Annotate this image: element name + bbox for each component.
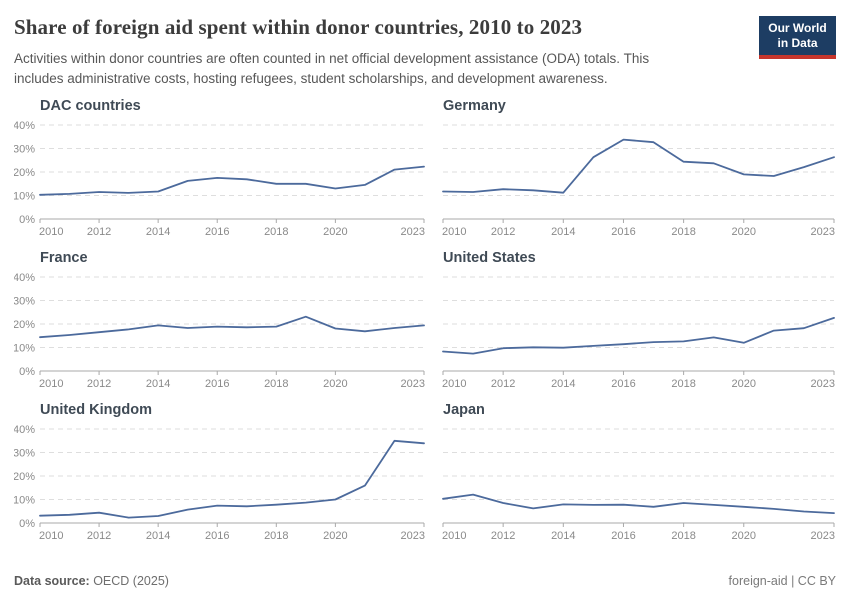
- line-chart-japan: 2010 2012 2014 2016 2018 2020 2023: [442, 428, 835, 542]
- panel-title-france: France: [40, 249, 88, 266]
- panel-france: France 2010 2012 2014 2016 2018 2020 2023 0% 10%…: [14, 250, 426, 391]
- svg-text:2010: 2010: [39, 226, 63, 238]
- data-source: Data source: OECD (2025): [14, 574, 169, 588]
- svg-text:2010: 2010: [39, 530, 63, 542]
- owid-logo-line2: in Data: [777, 36, 818, 50]
- svg-text:2014: 2014: [551, 378, 575, 390]
- svg-text:2018: 2018: [264, 530, 288, 542]
- svg-text:2014: 2014: [146, 378, 170, 390]
- svg-text:2012: 2012: [87, 530, 111, 542]
- panel-dac-countries: DAC countries 2010 2012 2014 2016 2018 2020 20…: [14, 98, 426, 239]
- panel-title-germany: Germany: [443, 97, 506, 114]
- svg-text:2014: 2014: [551, 530, 575, 542]
- svg-text:2023: 2023: [811, 378, 835, 390]
- panel-japan: Japan 2010 2012 2014 2016 2018 2020 2023: [436, 402, 836, 543]
- panel-title-united-kingdom: United Kingdom: [40, 401, 152, 418]
- data-source-label: Data source:: [14, 574, 90, 588]
- svg-text:0%: 0%: [19, 214, 35, 226]
- svg-text:40%: 40%: [14, 424, 35, 436]
- svg-text:2018: 2018: [671, 226, 695, 238]
- svg-text:2016: 2016: [205, 378, 229, 390]
- svg-text:20%: 20%: [14, 471, 35, 483]
- svg-text:2020: 2020: [732, 530, 756, 542]
- svg-text:2012: 2012: [87, 226, 111, 238]
- chart-footer: Data source: OECD (2025) foreign-aid | C…: [14, 574, 836, 588]
- svg-text:2018: 2018: [671, 530, 695, 542]
- svg-text:2018: 2018: [264, 378, 288, 390]
- svg-text:20%: 20%: [14, 319, 35, 331]
- owid-logo-stripe: [759, 55, 836, 59]
- panel-united-kingdom: United Kingdom 2010 2012 2014 2016 2018 2020 2…: [14, 402, 426, 543]
- line-chart-united-kingdom: 2010 2012 2014 2016 2018 2020 2023 0% 10% 20% 30% 4…: [14, 424, 425, 542]
- svg-text:2010: 2010: [442, 530, 466, 542]
- svg-text:2018: 2018: [264, 226, 288, 238]
- svg-text:2023: 2023: [811, 226, 835, 238]
- svg-text:10%: 10%: [14, 494, 35, 506]
- line-chart-dac-countries: 2010 2012 2014 2016 2018 2020 2023 0% 10% 20% 30% 4…: [14, 120, 425, 238]
- svg-text:2012: 2012: [87, 378, 111, 390]
- svg-text:10%: 10%: [14, 190, 35, 202]
- svg-text:30%: 30%: [14, 143, 35, 155]
- owid-logo-text: Our World in Data: [759, 16, 836, 55]
- data-source-value: OECD (2025): [89, 574, 169, 588]
- small-multiples-grid: DAC countries 2010 2012 2014 2016 2018 2020 20…: [14, 98, 836, 554]
- svg-text:2020: 2020: [323, 226, 347, 238]
- svg-text:0%: 0%: [19, 518, 35, 530]
- svg-text:2016: 2016: [611, 226, 635, 238]
- svg-text:20%: 20%: [14, 167, 35, 179]
- svg-text:2010: 2010: [442, 378, 466, 390]
- svg-text:40%: 40%: [14, 272, 35, 284]
- svg-text:2016: 2016: [205, 530, 229, 542]
- panel-title-united-states: United States: [443, 249, 536, 266]
- svg-text:2012: 2012: [491, 378, 515, 390]
- line-chart-france: 2010 2012 2014 2016 2018 2020 2023 0% 10% 20% 30% 4…: [14, 272, 425, 390]
- chart-subtitle-line2: includes administrative costs, hosting r…: [14, 70, 608, 86]
- svg-text:2023: 2023: [401, 226, 425, 238]
- svg-text:2018: 2018: [671, 378, 695, 390]
- svg-text:30%: 30%: [14, 447, 35, 459]
- panel-title-japan: Japan: [443, 401, 485, 418]
- line-chart-germany: 2010 2012 2014 2016 2018 2020 2023: [442, 124, 835, 238]
- panel-germany: Germany 2010 2012 2014 2016 2018 2020 2023: [436, 98, 836, 239]
- owid-logo-line1: Our World: [768, 21, 827, 35]
- chart-header: Share of foreign aid spent within donor …: [14, 15, 836, 89]
- line-chart-united-states: 2010 2012 2014 2016 2018 2020 2023: [442, 276, 835, 390]
- svg-text:2023: 2023: [401, 378, 425, 390]
- svg-text:2014: 2014: [146, 226, 170, 238]
- panel-title-dac-countries: DAC countries: [40, 97, 141, 114]
- svg-text:2016: 2016: [205, 226, 229, 238]
- svg-text:2010: 2010: [39, 378, 63, 390]
- svg-text:2020: 2020: [732, 226, 756, 238]
- svg-text:2023: 2023: [811, 530, 835, 542]
- svg-text:2020: 2020: [732, 378, 756, 390]
- svg-text:0%: 0%: [19, 366, 35, 378]
- chart-title: Share of foreign aid spent within donor …: [14, 15, 583, 39]
- svg-text:2020: 2020: [323, 530, 347, 542]
- svg-text:2014: 2014: [551, 226, 575, 238]
- svg-text:30%: 30%: [14, 295, 35, 307]
- svg-text:10%: 10%: [14, 342, 35, 354]
- chart-subtitle: Activities within donor countries are of…: [14, 49, 836, 89]
- svg-text:2012: 2012: [491, 530, 515, 542]
- svg-text:2023: 2023: [401, 530, 425, 542]
- attribution: foreign-aid | CC BY: [728, 574, 836, 588]
- svg-text:2016: 2016: [611, 530, 635, 542]
- svg-text:40%: 40%: [14, 120, 35, 132]
- svg-text:2014: 2014: [146, 530, 170, 542]
- svg-text:2020: 2020: [323, 378, 347, 390]
- svg-text:2012: 2012: [491, 226, 515, 238]
- svg-text:2016: 2016: [611, 378, 635, 390]
- chart-subtitle-line1: Activities within donor countries are of…: [14, 51, 650, 66]
- owid-logo: Our World in Data: [759, 16, 836, 59]
- svg-text:2010: 2010: [442, 226, 466, 238]
- panel-united-states: United States 2010 2012 2014 2016 2018 2020 20…: [436, 250, 836, 391]
